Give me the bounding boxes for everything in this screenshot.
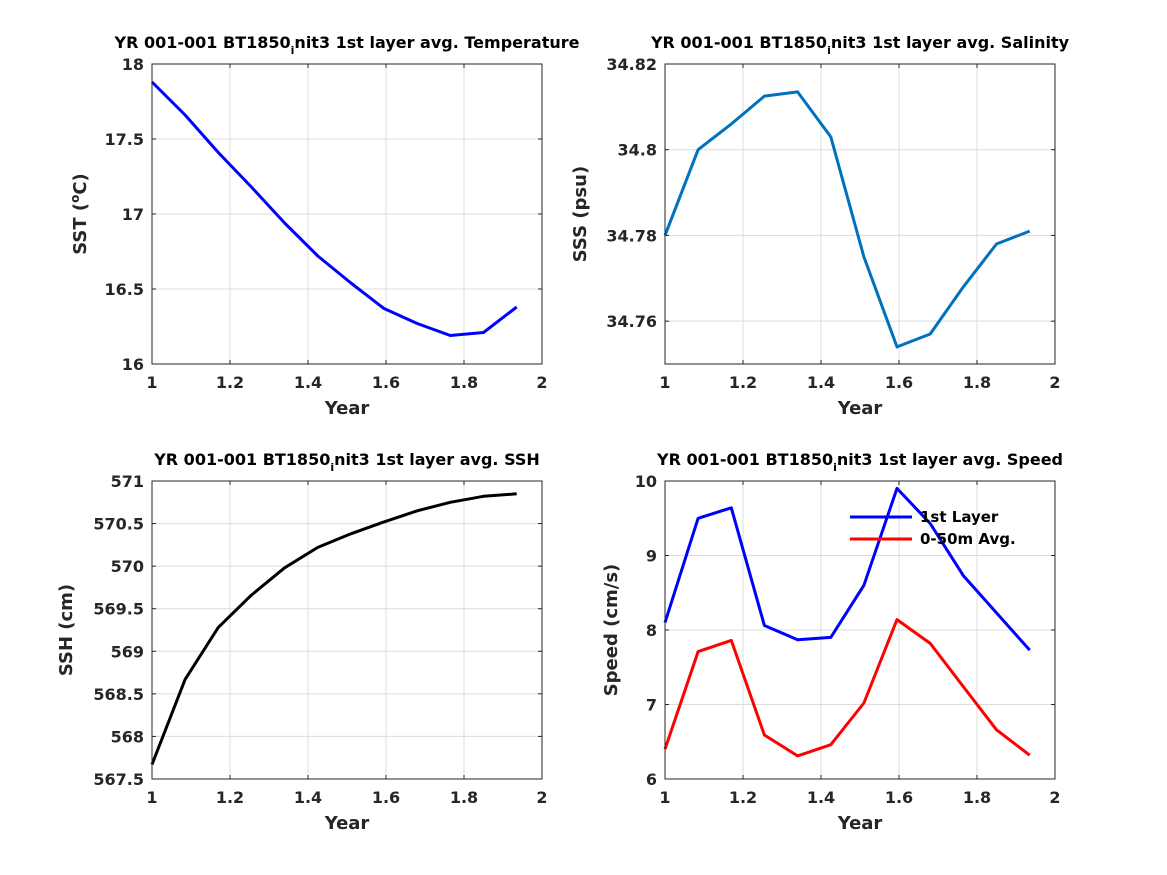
x-tick-label: 1.8 (450, 373, 478, 392)
x-tick-label: 2 (1049, 373, 1060, 392)
x-axis-label: Year (837, 398, 883, 419)
legend-label-2: 0-50m Avg. (920, 530, 1016, 548)
axes-frame (151, 480, 543, 780)
x-tick-label: 1.6 (885, 788, 913, 807)
x-tick-label: 1.4 (807, 373, 835, 392)
x-tick-label: 1.4 (294, 373, 322, 392)
chart-title: YR 001-001 BT1850init3 1st layer avg. SS… (153, 450, 540, 474)
y-tick-label: 6 (646, 770, 657, 789)
y-axis-label: SSH (cm) (56, 584, 77, 676)
x-tick-label: 1 (659, 373, 670, 392)
y-tick-label: 568.5 (93, 685, 144, 704)
x-tick-label: 1.8 (450, 788, 478, 807)
series-line-1 (663, 90, 1031, 349)
x-axis-label: Year (324, 813, 370, 834)
plot-area (152, 481, 542, 779)
x-tick-label: 1.6 (372, 788, 400, 807)
y-tick-label: 34.78 (606, 226, 657, 245)
x-axis-label: Year (324, 398, 370, 419)
x-tick-label: 1.8 (963, 373, 991, 392)
x-tick-label: 1 (146, 373, 157, 392)
y-tick-label: 9 (646, 547, 657, 566)
x-tick-label: 1.2 (729, 373, 757, 392)
x-tick-label: 1.6 (885, 373, 913, 392)
x-axis-label: Year (837, 813, 883, 834)
y-tick-label: 568 (111, 727, 144, 746)
chart-title: YR 001-001 BT1850init3 1st layer avg. Te… (114, 33, 580, 57)
y-tick-label: 10 (635, 472, 657, 491)
legend-label-1: 1st Layer (920, 508, 999, 526)
legend: 1st Layer 0-50m Avg. (850, 508, 1016, 548)
y-tick-label: 567.5 (93, 770, 144, 789)
x-tick-label: 2 (536, 373, 547, 392)
subplot-3: 1 1.2 1.4 1.6 1.8 2 567.5 568 568.5 569 569.5 570 57… (56, 450, 548, 834)
y-tick-label: 7 (646, 696, 657, 715)
chart-title: YR 001-001 BT1850init3 1st layer avg. Sa… (650, 33, 1070, 57)
plot-area (665, 64, 1055, 364)
y-axis-label: Speed (cm/s) (601, 564, 622, 697)
y-tick-label: 570.5 (93, 515, 144, 534)
x-tick-label: 1.2 (216, 788, 244, 807)
series-line-1 (663, 486, 1031, 652)
y-tick-label: 16.5 (105, 280, 144, 299)
y-tick-label: 17.5 (105, 130, 144, 149)
y-tick-label: 34.76 (606, 312, 657, 331)
y-tick-label: 17 (122, 205, 144, 224)
x-tick-label: 1.4 (807, 788, 835, 807)
y-tick-label: 8 (646, 621, 657, 640)
axes-frame (664, 63, 1056, 365)
x-tick-label: 2 (536, 788, 547, 807)
y-tick-label: 569.5 (93, 600, 144, 619)
x-tick-label: 1.2 (729, 788, 757, 807)
y-tick-label: 34.8 (618, 141, 657, 160)
chart-title: YR 001-001 BT1850init3 1st layer avg. Sp… (656, 450, 1063, 474)
y-tick-label: 18 (122, 55, 144, 74)
x-tick-label: 2 (1049, 788, 1060, 807)
y-tick-label: 569 (111, 642, 144, 661)
series-line-1 (150, 80, 518, 337)
x-tick-label: 1.4 (294, 788, 322, 807)
x-tick-label: 1 (659, 788, 670, 807)
x-tick-label: 1.6 (372, 373, 400, 392)
x-tick-label: 1 (146, 788, 157, 807)
series-line-2 (663, 618, 1031, 758)
x-tick-label: 1.2 (216, 373, 244, 392)
y-axis-label: SST (oC) (68, 173, 91, 255)
y-axis-label: SSS (psu) (570, 166, 591, 262)
y-tick-label: 16 (122, 355, 144, 374)
series-line-1 (150, 492, 517, 766)
y-tick-label: 34.82 (606, 55, 657, 74)
x-tick-label: 1.8 (963, 788, 991, 807)
y-tick-label: 570 (111, 557, 144, 576)
y-tick-label: 571 (111, 472, 144, 491)
